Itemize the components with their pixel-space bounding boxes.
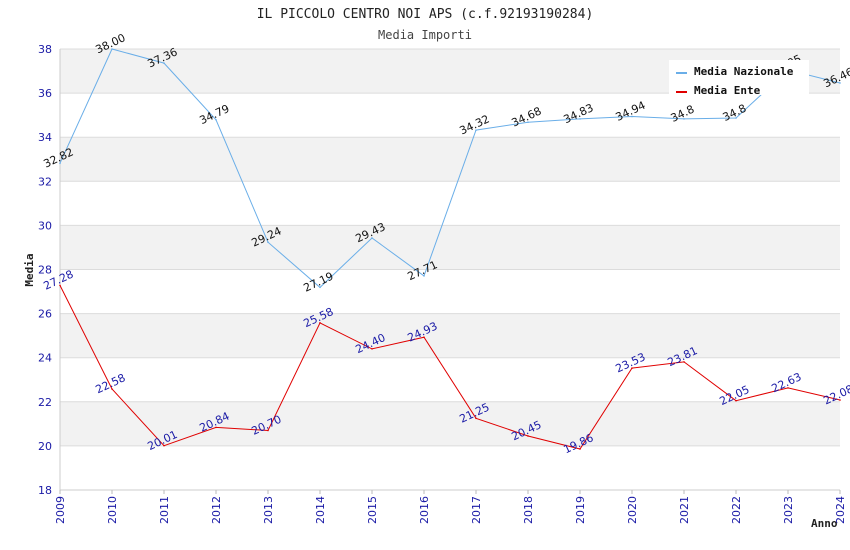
data-point-nazionale [735,117,737,119]
data-point-nazionale [475,129,477,131]
data-point-nazionale [579,118,581,120]
chart-title: IL PICCOLO CENTRO NOI APS (c.f.921931902… [257,7,594,22]
grid-band [60,401,840,446]
data-point-ente [59,284,61,287]
axes [59,49,841,494]
grid-bands [60,49,840,446]
data-point-ente [527,435,529,437]
data-point-nazionale [111,48,113,50]
x-tick-labels: 2009 2010 2011 2012 2013 2014 2015 2016 2017 2018… [54,496,847,524]
data-point-nazionale [163,62,165,64]
y-axis-label: Media [23,253,36,286]
y-tick-label: 36 [38,87,52,100]
y-tick-label: 38 [38,43,52,56]
data-point-nazionale [371,237,373,239]
data-point-ente [163,444,165,447]
data-point-nazionale [59,162,61,165]
y-tick-label: 34 [38,131,52,144]
data-label-nazionale: 34.68 [509,104,543,129]
y-tick-label: 32 [38,175,52,188]
data-point-ente [683,361,685,363]
x-tick-label: 2023 [782,496,795,524]
x-tick-label: 2021 [678,496,691,524]
series-line-ente [59,285,841,450]
data-label-nazionale: 27.19 [301,270,335,295]
data-point-ente [319,322,321,324]
x-tick-label: 2016 [418,496,431,524]
x-tick-label: 2022 [730,496,743,524]
grid-lines [60,48,840,491]
x-tick-label: 2013 [262,496,275,524]
x-tick-label: 2012 [210,496,223,524]
x-axis-label: Anno [811,517,838,530]
x-tick-label: 2011 [158,496,171,524]
data-point-nazionale [631,115,633,118]
data-point-ente [423,336,425,338]
x-tick-label: 2015 [366,496,379,524]
legend-label-ente: Media Ente [694,84,761,97]
data-point-nazionale [527,121,529,124]
legend: Media Nazionale Media Ente [669,60,809,97]
data-point-ente [579,448,581,450]
x-tick-label: 2009 [54,496,67,524]
series-lines [59,48,841,450]
data-point-ente [215,426,217,429]
y-tick-label: 24 [38,352,52,365]
x-tick-label: 2019 [574,496,587,524]
data-point-ente [475,417,477,420]
data-point-ente [839,399,841,401]
data-label-ente: 22.63 [769,370,803,395]
y-tick-label: 22 [38,396,52,409]
x-tick-label: 2020 [626,496,639,524]
data-label-nazionale: 34.94 [613,99,647,124]
x-tick-label: 2018 [522,496,535,524]
data-point-ente [111,388,113,390]
y-tick-label: 26 [38,308,52,321]
x-tick-label: 2010 [106,496,119,524]
legend-label-nazionale: Media Nazionale [694,65,794,78]
y-tick-label: 18 [38,484,52,497]
x-tick-label: 2017 [470,496,483,524]
data-point-ente [735,399,737,402]
data-point-nazionale [215,118,217,121]
y-tick-labels: 18 20 22 24 26 28 30 32 34 36 38 [38,43,52,497]
grid-band [60,225,840,270]
data-point-nazionale [319,286,321,289]
data-point-ente [267,429,269,432]
data-label-nazionale: 34.83 [561,101,595,126]
data-point-nazionale [839,82,841,84]
data-point-nazionale [423,275,425,277]
grid-band [60,313,840,358]
x-tick-label: 2014 [314,496,327,524]
legend-box [669,60,809,95]
data-point-ente [631,367,633,369]
data-point-ente [787,387,789,389]
y-tick-label: 20 [38,440,52,453]
data-point-ente [371,348,373,350]
y-tick-label: 28 [38,264,52,277]
data-label-nazionale: 34.8 [721,102,749,124]
y-tick-label: 30 [38,219,52,232]
data-point-nazionale [267,241,269,243]
grid-band [60,137,840,182]
data-label-ente: 22.58 [93,371,127,396]
x-tick-label: 2024 [834,496,847,524]
data-point-nazionale [683,118,685,120]
series-line-nazionale [59,48,841,289]
chart-subtitle: Media Importi [378,28,472,42]
data-label-nazionale: 34.8 [669,103,697,125]
